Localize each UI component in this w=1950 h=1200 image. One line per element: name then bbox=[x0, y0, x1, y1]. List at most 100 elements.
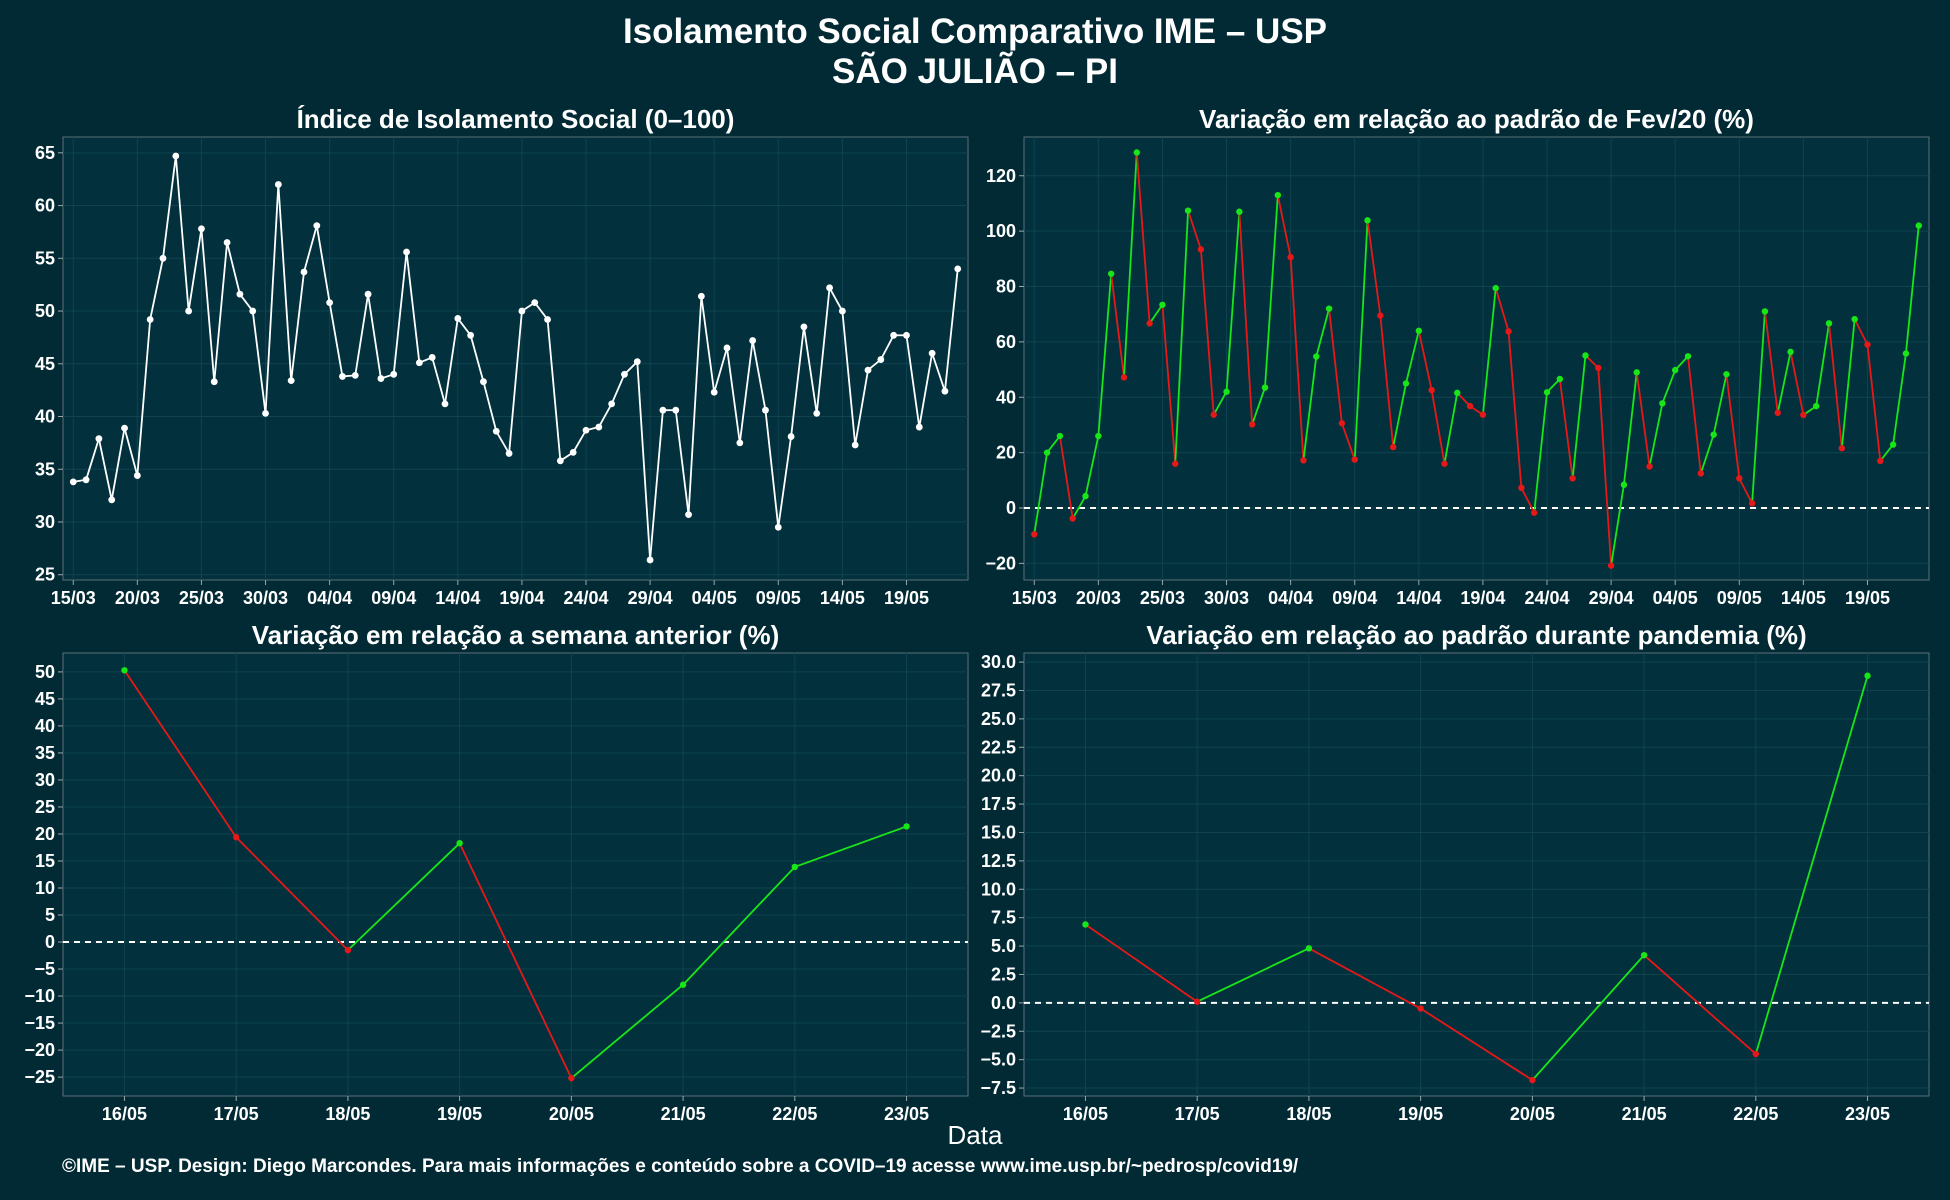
series-segment bbox=[469, 335, 485, 382]
series-segment bbox=[1520, 487, 1535, 514]
series-segment bbox=[1571, 355, 1587, 479]
series-segment bbox=[264, 184, 280, 414]
y-tick-label: 0.0 bbox=[991, 993, 1016, 1013]
data-point bbox=[1133, 149, 1141, 156]
series-segment bbox=[1443, 392, 1459, 464]
series-segment bbox=[328, 302, 344, 377]
data-point bbox=[1274, 191, 1282, 199]
data-point bbox=[262, 409, 269, 417]
data-point bbox=[1582, 352, 1589, 359]
series-segment bbox=[1635, 372, 1651, 467]
data-point bbox=[877, 356, 885, 363]
data-point bbox=[1402, 380, 1410, 387]
series-segment bbox=[431, 357, 446, 405]
chart-panel-4: Variação em relação ao padrão durante pa… bbox=[980, 620, 1930, 1124]
x-tick-label: 19/05 bbox=[1398, 1104, 1443, 1124]
data-point bbox=[556, 457, 564, 465]
data-point bbox=[672, 406, 680, 414]
data-point bbox=[826, 284, 833, 292]
data-point bbox=[274, 181, 282, 188]
data-point bbox=[736, 439, 744, 447]
data-point bbox=[313, 222, 321, 230]
x-tick-label: 04/05 bbox=[692, 588, 737, 608]
series-segment bbox=[1161, 304, 1177, 464]
data-point bbox=[1313, 353, 1320, 360]
series-segment bbox=[1853, 318, 1869, 346]
series-segment bbox=[1135, 152, 1151, 324]
series-segment bbox=[508, 310, 523, 454]
series-segment bbox=[226, 242, 241, 295]
data-point bbox=[1466, 402, 1474, 410]
series-segment bbox=[1328, 308, 1343, 424]
series-segment bbox=[738, 340, 754, 443]
x-tick-label: 24/04 bbox=[1524, 588, 1569, 608]
data-point bbox=[210, 378, 218, 386]
data-point bbox=[1607, 562, 1615, 569]
series-segment bbox=[1597, 367, 1612, 566]
data-point bbox=[146, 316, 154, 323]
data-point bbox=[1646, 463, 1653, 470]
data-point bbox=[428, 354, 436, 361]
data-point bbox=[403, 248, 410, 256]
y-tick-label: 17.5 bbox=[981, 794, 1016, 814]
data-point bbox=[1787, 348, 1794, 356]
y-tick-label: 7.5 bbox=[991, 908, 1016, 928]
series-segment bbox=[1289, 257, 1305, 461]
data-point bbox=[518, 307, 526, 315]
series-segment bbox=[674, 410, 690, 515]
data-point bbox=[608, 400, 616, 408]
y-tick-label: 5.0 bbox=[991, 936, 1016, 956]
data-point bbox=[1417, 1005, 1424, 1012]
data-point bbox=[326, 299, 334, 306]
series-segment bbox=[1200, 249, 1215, 415]
x-tick-label: 30/03 bbox=[1204, 588, 1249, 608]
data-point bbox=[1223, 388, 1230, 395]
x-tick-label: 09/04 bbox=[371, 588, 416, 608]
x-tick-label: 25/03 bbox=[179, 588, 224, 608]
x-tick-label: 09/05 bbox=[756, 588, 801, 608]
data-point bbox=[1300, 457, 1307, 464]
series-segment bbox=[213, 242, 228, 382]
x-tick-label: 24/04 bbox=[563, 588, 608, 608]
y-tick-label: 40 bbox=[35, 407, 55, 427]
y-tick-label: 22.5 bbox=[981, 737, 1016, 757]
y-tick-label: 2.5 bbox=[991, 964, 1016, 984]
data-point bbox=[1752, 1050, 1760, 1058]
series-segment bbox=[682, 866, 796, 986]
series-segment bbox=[1110, 273, 1125, 378]
data-point bbox=[351, 371, 359, 379]
data-point bbox=[1556, 375, 1564, 383]
series-segment bbox=[764, 410, 780, 528]
series-segment bbox=[347, 842, 461, 951]
data-point bbox=[531, 299, 539, 306]
data-point bbox=[1454, 389, 1461, 397]
y-tick-label: 50 bbox=[35, 662, 55, 682]
series-segment bbox=[277, 184, 293, 381]
data-point bbox=[1325, 305, 1333, 312]
series-segment bbox=[828, 287, 844, 312]
data-point bbox=[1529, 1076, 1536, 1084]
series-segment bbox=[1196, 947, 1310, 1003]
data-point bbox=[1633, 369, 1640, 376]
x-tick-label: 04/04 bbox=[1268, 588, 1313, 608]
series-segment bbox=[1174, 210, 1189, 464]
data-point bbox=[633, 358, 641, 366]
x-axis-label: Data bbox=[947, 1120, 1003, 1150]
data-point bbox=[1697, 470, 1705, 477]
y-tick-label: 15 bbox=[35, 851, 55, 871]
data-point bbox=[787, 433, 795, 440]
series-segment bbox=[1148, 304, 1164, 324]
series-segment bbox=[546, 319, 562, 461]
x-tick-label: 09/05 bbox=[1717, 588, 1762, 608]
data-point bbox=[339, 373, 346, 380]
series-segment bbox=[1623, 372, 1638, 485]
data-point bbox=[659, 406, 667, 414]
series-segment bbox=[1754, 675, 1869, 1055]
main-title: Isolamento Social Comparativo IME – USP bbox=[622, 12, 1328, 51]
series-segment bbox=[457, 317, 472, 336]
x-tick-label: 29/04 bbox=[628, 588, 673, 608]
panel-title-variation-feb: Variação em relação ao padrão de Fev/20 … bbox=[1199, 104, 1754, 134]
data-point bbox=[492, 427, 500, 435]
data-point bbox=[1877, 457, 1884, 465]
